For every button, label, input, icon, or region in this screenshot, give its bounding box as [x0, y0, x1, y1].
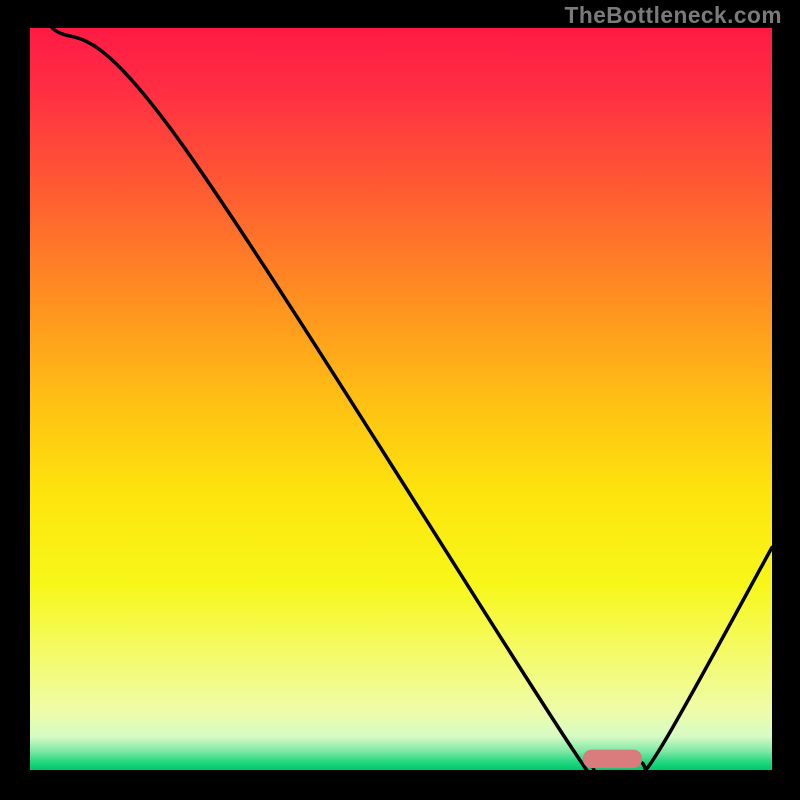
optimal-marker [583, 750, 642, 769]
chart-stage: TheBottleneck.com [0, 0, 800, 800]
watermark-text: TheBottleneck.com [565, 2, 782, 29]
bottleneck-chart [0, 0, 800, 800]
gradient-plot-area [30, 28, 772, 770]
